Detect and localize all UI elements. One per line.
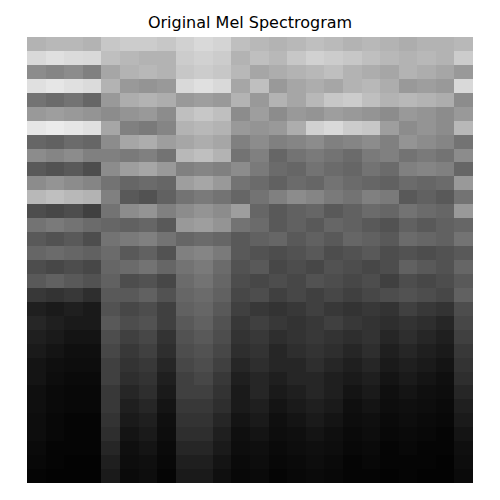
svg-text:Original Mel Spectrogram: Original Mel Spectrogram <box>148 13 352 32</box>
